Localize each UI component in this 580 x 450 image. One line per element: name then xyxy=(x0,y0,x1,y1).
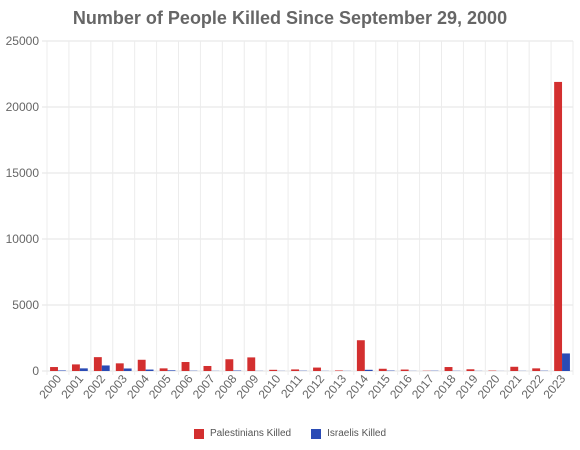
x-tick-label: 2016 xyxy=(387,372,415,402)
y-tick-label: 5000 xyxy=(12,298,39,312)
y-tick-label: 20000 xyxy=(6,100,40,114)
x-tick-label: 2001 xyxy=(58,372,86,402)
grid-lines xyxy=(42,40,574,375)
bar-israelis-2005[interactable] xyxy=(167,370,176,371)
x-tick-label: 2015 xyxy=(365,372,393,402)
x-tick-label: 2007 xyxy=(190,372,218,402)
legend-swatch-israelis xyxy=(311,428,322,439)
bar-palestinians-2014[interactable] xyxy=(356,340,365,371)
x-tick-label: 2004 xyxy=(124,372,152,402)
bar-palestinians-2013[interactable] xyxy=(334,370,343,371)
bar-israelis-2014[interactable] xyxy=(364,369,373,371)
x-tick-label: 2011 xyxy=(278,372,306,401)
bar-israelis-2002[interactable] xyxy=(101,365,110,371)
x-tick-label: 2013 xyxy=(321,372,349,402)
bar-palestinians-2002[interactable] xyxy=(93,357,102,371)
x-tick-label: 2003 xyxy=(102,372,130,402)
bar-palestinians-2000[interactable] xyxy=(50,367,58,371)
x-tick-label: 2014 xyxy=(343,372,371,402)
bar-palestinians-2011[interactable] xyxy=(291,369,300,371)
x-tick-label: 2008 xyxy=(212,372,240,402)
y-tick-label: 10000 xyxy=(6,232,40,246)
x-tick-label: 2018 xyxy=(431,372,459,402)
x-tick-label: 2023 xyxy=(540,372,568,402)
x-tick-label: 2010 xyxy=(256,372,284,402)
x-tick-label: 2005 xyxy=(146,372,174,402)
x-tick-label: 2002 xyxy=(80,372,108,402)
legend-label-palestinians: Palestinians Killed xyxy=(209,428,292,439)
y-axis-ticks: 0 5000 10000 15000 20000 25000 xyxy=(6,34,40,378)
legend-swatch-palestinians xyxy=(193,428,204,439)
bar-palestinians-2015[interactable] xyxy=(378,368,387,371)
bar-palestinians-2006[interactable] xyxy=(181,362,190,371)
legend-item-palestinians[interactable]: Palestinians Killed xyxy=(193,428,292,439)
bar-palestinians-2005[interactable] xyxy=(159,368,168,371)
bar-palestinians-2018[interactable] xyxy=(444,367,453,371)
bar-palestinians-2007[interactable] xyxy=(203,365,212,371)
x-tick-label: 2006 xyxy=(168,372,196,402)
bar-palestinians-2004[interactable] xyxy=(137,359,146,371)
x-tick-label: 2022 xyxy=(519,372,547,402)
x-tick-label: 2000 xyxy=(36,372,64,402)
legend-label-israelis: Israelis Killed xyxy=(327,428,387,439)
bar-palestinians-2022[interactable] xyxy=(532,368,541,371)
bar-palestinians-2009[interactable] xyxy=(247,357,256,371)
bar-israelis-2000[interactable] xyxy=(57,370,66,371)
bar-palestinians-2016[interactable] xyxy=(400,369,409,371)
legend-item-israelis[interactable]: Israelis Killed xyxy=(311,428,386,439)
bar-israelis-2004[interactable] xyxy=(145,369,154,371)
bar-israelis-2001[interactable] xyxy=(79,368,88,371)
bar-palestinians-2010[interactable] xyxy=(269,369,278,371)
bar-palestinians-2001[interactable] xyxy=(71,364,80,371)
y-tick-label: 15000 xyxy=(6,166,40,180)
bar-palestinians-2021[interactable] xyxy=(510,366,519,371)
bar-israelis-2003[interactable] xyxy=(123,368,132,371)
x-axis-ticks: 2000200120022003200420052006200720082009… xyxy=(36,372,568,402)
bar-palestinians-2003[interactable] xyxy=(115,363,124,371)
x-tick-label: 2020 xyxy=(475,372,503,402)
bar-palestinians-2012[interactable] xyxy=(313,367,321,371)
x-tick-label: 2019 xyxy=(453,372,481,402)
x-tick-label: 2017 xyxy=(409,372,437,402)
bars xyxy=(50,81,570,372)
bar-palestinians-2008[interactable] xyxy=(225,359,234,371)
x-tick-label: 2021 xyxy=(497,372,525,402)
bar-palestinians-2023[interactable] xyxy=(554,81,563,372)
x-tick-label: 2009 xyxy=(234,372,262,402)
chart-title: Number of People Killed Since September … xyxy=(72,8,508,28)
bar-israelis-2023[interactable] xyxy=(562,353,570,371)
bar-palestinians-2019[interactable] xyxy=(466,369,475,371)
legend: Palestinians Killed Israelis Killed xyxy=(0,428,580,439)
y-tick-label: 0 xyxy=(32,364,39,378)
x-tick-label: 2012 xyxy=(299,372,327,402)
y-tick-label: 25000 xyxy=(6,34,40,48)
